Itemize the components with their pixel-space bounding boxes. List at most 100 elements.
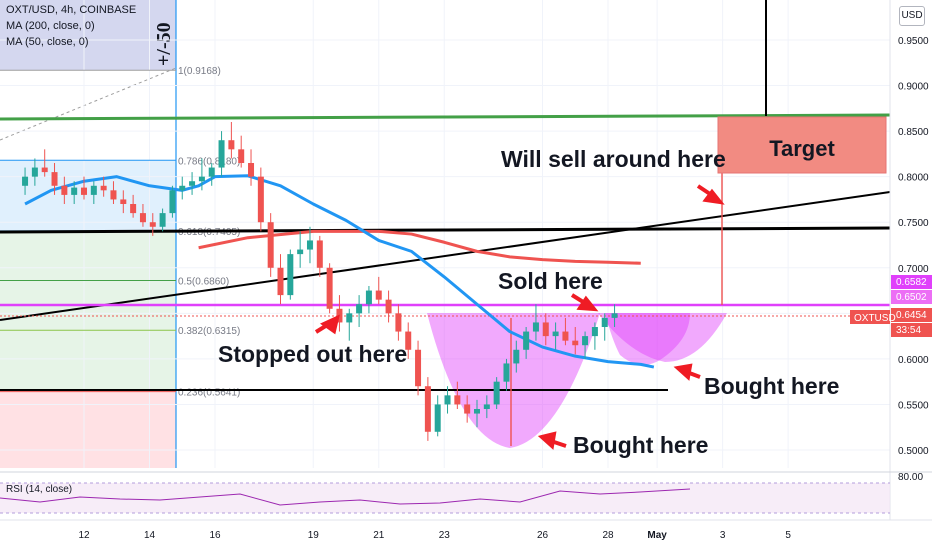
candle-body-21 (228, 140, 235, 150)
candle-body-31 (326, 267, 333, 309)
time-tick-5: 23 (439, 530, 451, 541)
symbol-title: OXT/USD, 4h, COINBASE (6, 4, 137, 16)
support-line (0, 226, 891, 234)
symbol-tag: OXTUSD (854, 313, 896, 324)
time-tick-8: May (647, 530, 667, 541)
price-tag-0: 0.6582 (896, 277, 927, 288)
candle-body-48 (493, 381, 500, 405)
time-tick-3: 19 (308, 530, 320, 541)
time-tick-9: 3 (720, 530, 726, 541)
price-tick-8: 0.5500 (898, 400, 929, 411)
price-tick-4: 0.7500 (898, 218, 929, 229)
candle-body-16 (179, 185, 186, 191)
candle-body-1 (31, 167, 38, 177)
candle-body-51 (523, 331, 530, 350)
time-tick-10: 5 (785, 530, 791, 541)
fib-zone-green (0, 232, 176, 392)
bought-text-2: Bought here (573, 432, 708, 458)
price-tick-1: 0.9000 (898, 82, 929, 93)
candle-body-44 (454, 395, 461, 405)
rsi-label: RSI (14, close) (6, 484, 72, 495)
candle-body-37 (385, 299, 392, 314)
candle-body-60 (611, 313, 618, 318)
handle-shape (598, 313, 727, 362)
candle-body-15 (169, 190, 176, 214)
candle-body-56 (572, 340, 579, 346)
sold-text: Sold here (498, 268, 603, 294)
candle-body-27 (287, 254, 294, 296)
candle-body-49 (503, 363, 510, 382)
price-tag-3: 33:54 (896, 325, 921, 336)
price-tag-bg-1 (891, 290, 932, 304)
arrow-stopped-head (320, 314, 340, 335)
ma-line-1 (24, 174, 655, 369)
time-tick-4: 21 (373, 530, 385, 541)
measure-zone (0, 0, 176, 70)
candle-body-8 (100, 185, 107, 191)
candle-body-30 (316, 240, 323, 268)
candle-body-10 (120, 199, 127, 204)
price-tag-bg-3 (891, 323, 932, 337)
arrows (314, 184, 725, 450)
candle-body-59 (601, 317, 608, 327)
ma50-legend: MA (50, close, 0) (6, 36, 89, 48)
arrow-sell-head (702, 188, 725, 205)
price-tag-1: 0.6502 (896, 292, 927, 303)
candle-body-24 (257, 176, 264, 223)
fib-label-3: 0.5(0.6860) (178, 277, 229, 288)
trend-line (0, 191, 891, 321)
cup-shape (427, 313, 690, 448)
candle-body-46 (474, 409, 480, 414)
measure-dash (0, 67, 177, 141)
candle-body-40 (415, 349, 422, 387)
rsi-tick: 80.00 (898, 472, 923, 483)
candle-body-50 (513, 349, 520, 364)
fib-label-5: 0.236(0.5641) (178, 388, 240, 399)
moving-averages (24, 174, 655, 369)
candle-body-0 (22, 176, 29, 186)
fib-label-1: 0.786(0.8180) (178, 156, 240, 167)
candle-body-25 (267, 222, 274, 268)
candle-body-12 (139, 213, 146, 223)
candle-body-53 (542, 322, 549, 337)
candle-body-45 (464, 404, 471, 414)
candle-body-3 (51, 172, 58, 186)
candle-body-7 (90, 185, 97, 195)
price-tag-bg-0 (891, 275, 932, 289)
candle-body-34 (356, 304, 363, 314)
currency-button[interactable]: USD (899, 6, 925, 26)
candle-body-18 (198, 176, 205, 182)
target-box[interactable] (717, 116, 887, 174)
candle-body-17 (189, 181, 196, 186)
candle-body-23 (248, 163, 255, 177)
candle-body-55 (562, 331, 569, 341)
candle-body-28 (297, 249, 304, 255)
time-axis: 12 14 16 19 21 23 26 28 May 3 5 (78, 530, 791, 541)
candle-body-19 (208, 167, 215, 177)
rsi-line (0, 488, 691, 506)
time-tick-0: 12 (78, 530, 90, 541)
candle-body-9 (110, 190, 117, 200)
time-tick-6: 26 (537, 530, 549, 541)
time-tick-1: 14 (144, 530, 156, 541)
arrow-bought-1-head (673, 363, 693, 381)
candle-body-38 (395, 313, 402, 332)
fib-label-0: 1(0.9168) (178, 66, 221, 77)
candle-body-36 (375, 290, 382, 300)
candle-body-2 (41, 167, 48, 173)
price-tick-0: 0.9500 (898, 36, 929, 47)
candle-body-6 (81, 187, 87, 195)
measure-label: +/-50 (153, 22, 175, 66)
price-tick-2: 0.8500 (898, 127, 929, 138)
ma-line-0 (198, 229, 641, 265)
price-tag-bg-2 (891, 308, 932, 322)
arrow-bought-2-head (537, 431, 557, 450)
candlesticks (22, 122, 618, 441)
candle-body-11 (130, 204, 137, 214)
candle-body-14 (159, 213, 166, 227)
candle-body-54 (552, 331, 559, 337)
price-tick-5: 0.7000 (898, 264, 929, 275)
candle-body-39 (405, 331, 412, 350)
